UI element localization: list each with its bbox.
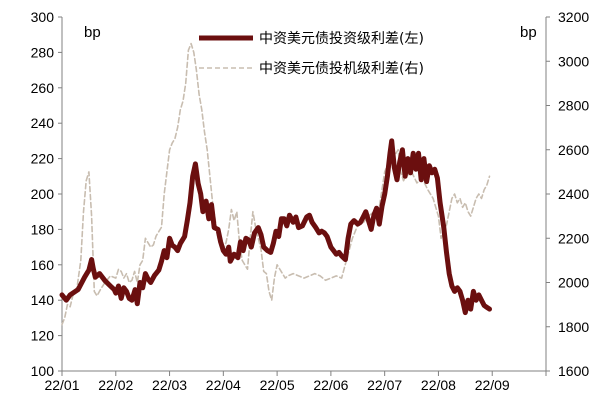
left-tick-label: 180 <box>31 221 55 237</box>
legend-label-investment-grade: 中资美元债投资级利差(左) <box>259 31 424 47</box>
legend: 中资美元债投资级利差(左) 中资美元债投机级利差(右) <box>199 31 424 77</box>
right-tick-label: 2200 <box>558 230 589 246</box>
x-tick-label: 22/09 <box>475 377 510 393</box>
left-tick-label: 200 <box>31 186 55 202</box>
series-line-high-yield <box>61 42 491 326</box>
left-tick-label: 140 <box>31 292 55 308</box>
x-tick-label: 22/07 <box>367 377 402 393</box>
x-tick-label: 22/01 <box>44 377 79 393</box>
x-tick-label: 22/06 <box>313 377 348 393</box>
x-tick-label: 22/08 <box>421 377 456 393</box>
left-tick-label: 160 <box>31 257 55 273</box>
right-axis-unit: bp <box>520 24 537 41</box>
left-tick-label: 260 <box>31 80 55 96</box>
axes: 100 120 140 160 180 200 220 240 260 280 300 1600 180… <box>31 9 590 393</box>
plot-area <box>59 42 492 326</box>
right-tick-label: 2600 <box>558 142 589 158</box>
left-axis-unit: bp <box>84 24 101 41</box>
right-tick-label: 1800 <box>558 319 589 335</box>
x-tick-label: 22/02 <box>98 377 133 393</box>
x-tick-label: 22/04 <box>206 377 241 393</box>
left-tick-label: 120 <box>31 328 55 344</box>
left-tick-label: 280 <box>31 44 55 60</box>
legend-label-high-yield: 中资美元债投机级利差(右) <box>259 61 424 77</box>
right-tick-label: 2800 <box>558 98 589 114</box>
x-tick-label: 22/03 <box>152 377 187 393</box>
right-tick-label: 2000 <box>558 275 589 291</box>
left-tick-label: 240 <box>31 115 55 131</box>
series-line-investment-grade <box>59 138 492 316</box>
right-tick-label: 3000 <box>558 53 589 69</box>
left-tick-label: 100 <box>31 363 55 379</box>
x-tick-label: 22/05 <box>260 377 295 393</box>
left-tick-label: 300 <box>31 9 55 25</box>
right-tick-label: 1600 <box>558 363 589 379</box>
right-tick-label: 3200 <box>558 9 589 25</box>
left-tick-label: 220 <box>31 151 55 167</box>
right-tick-label: 2400 <box>558 186 589 202</box>
